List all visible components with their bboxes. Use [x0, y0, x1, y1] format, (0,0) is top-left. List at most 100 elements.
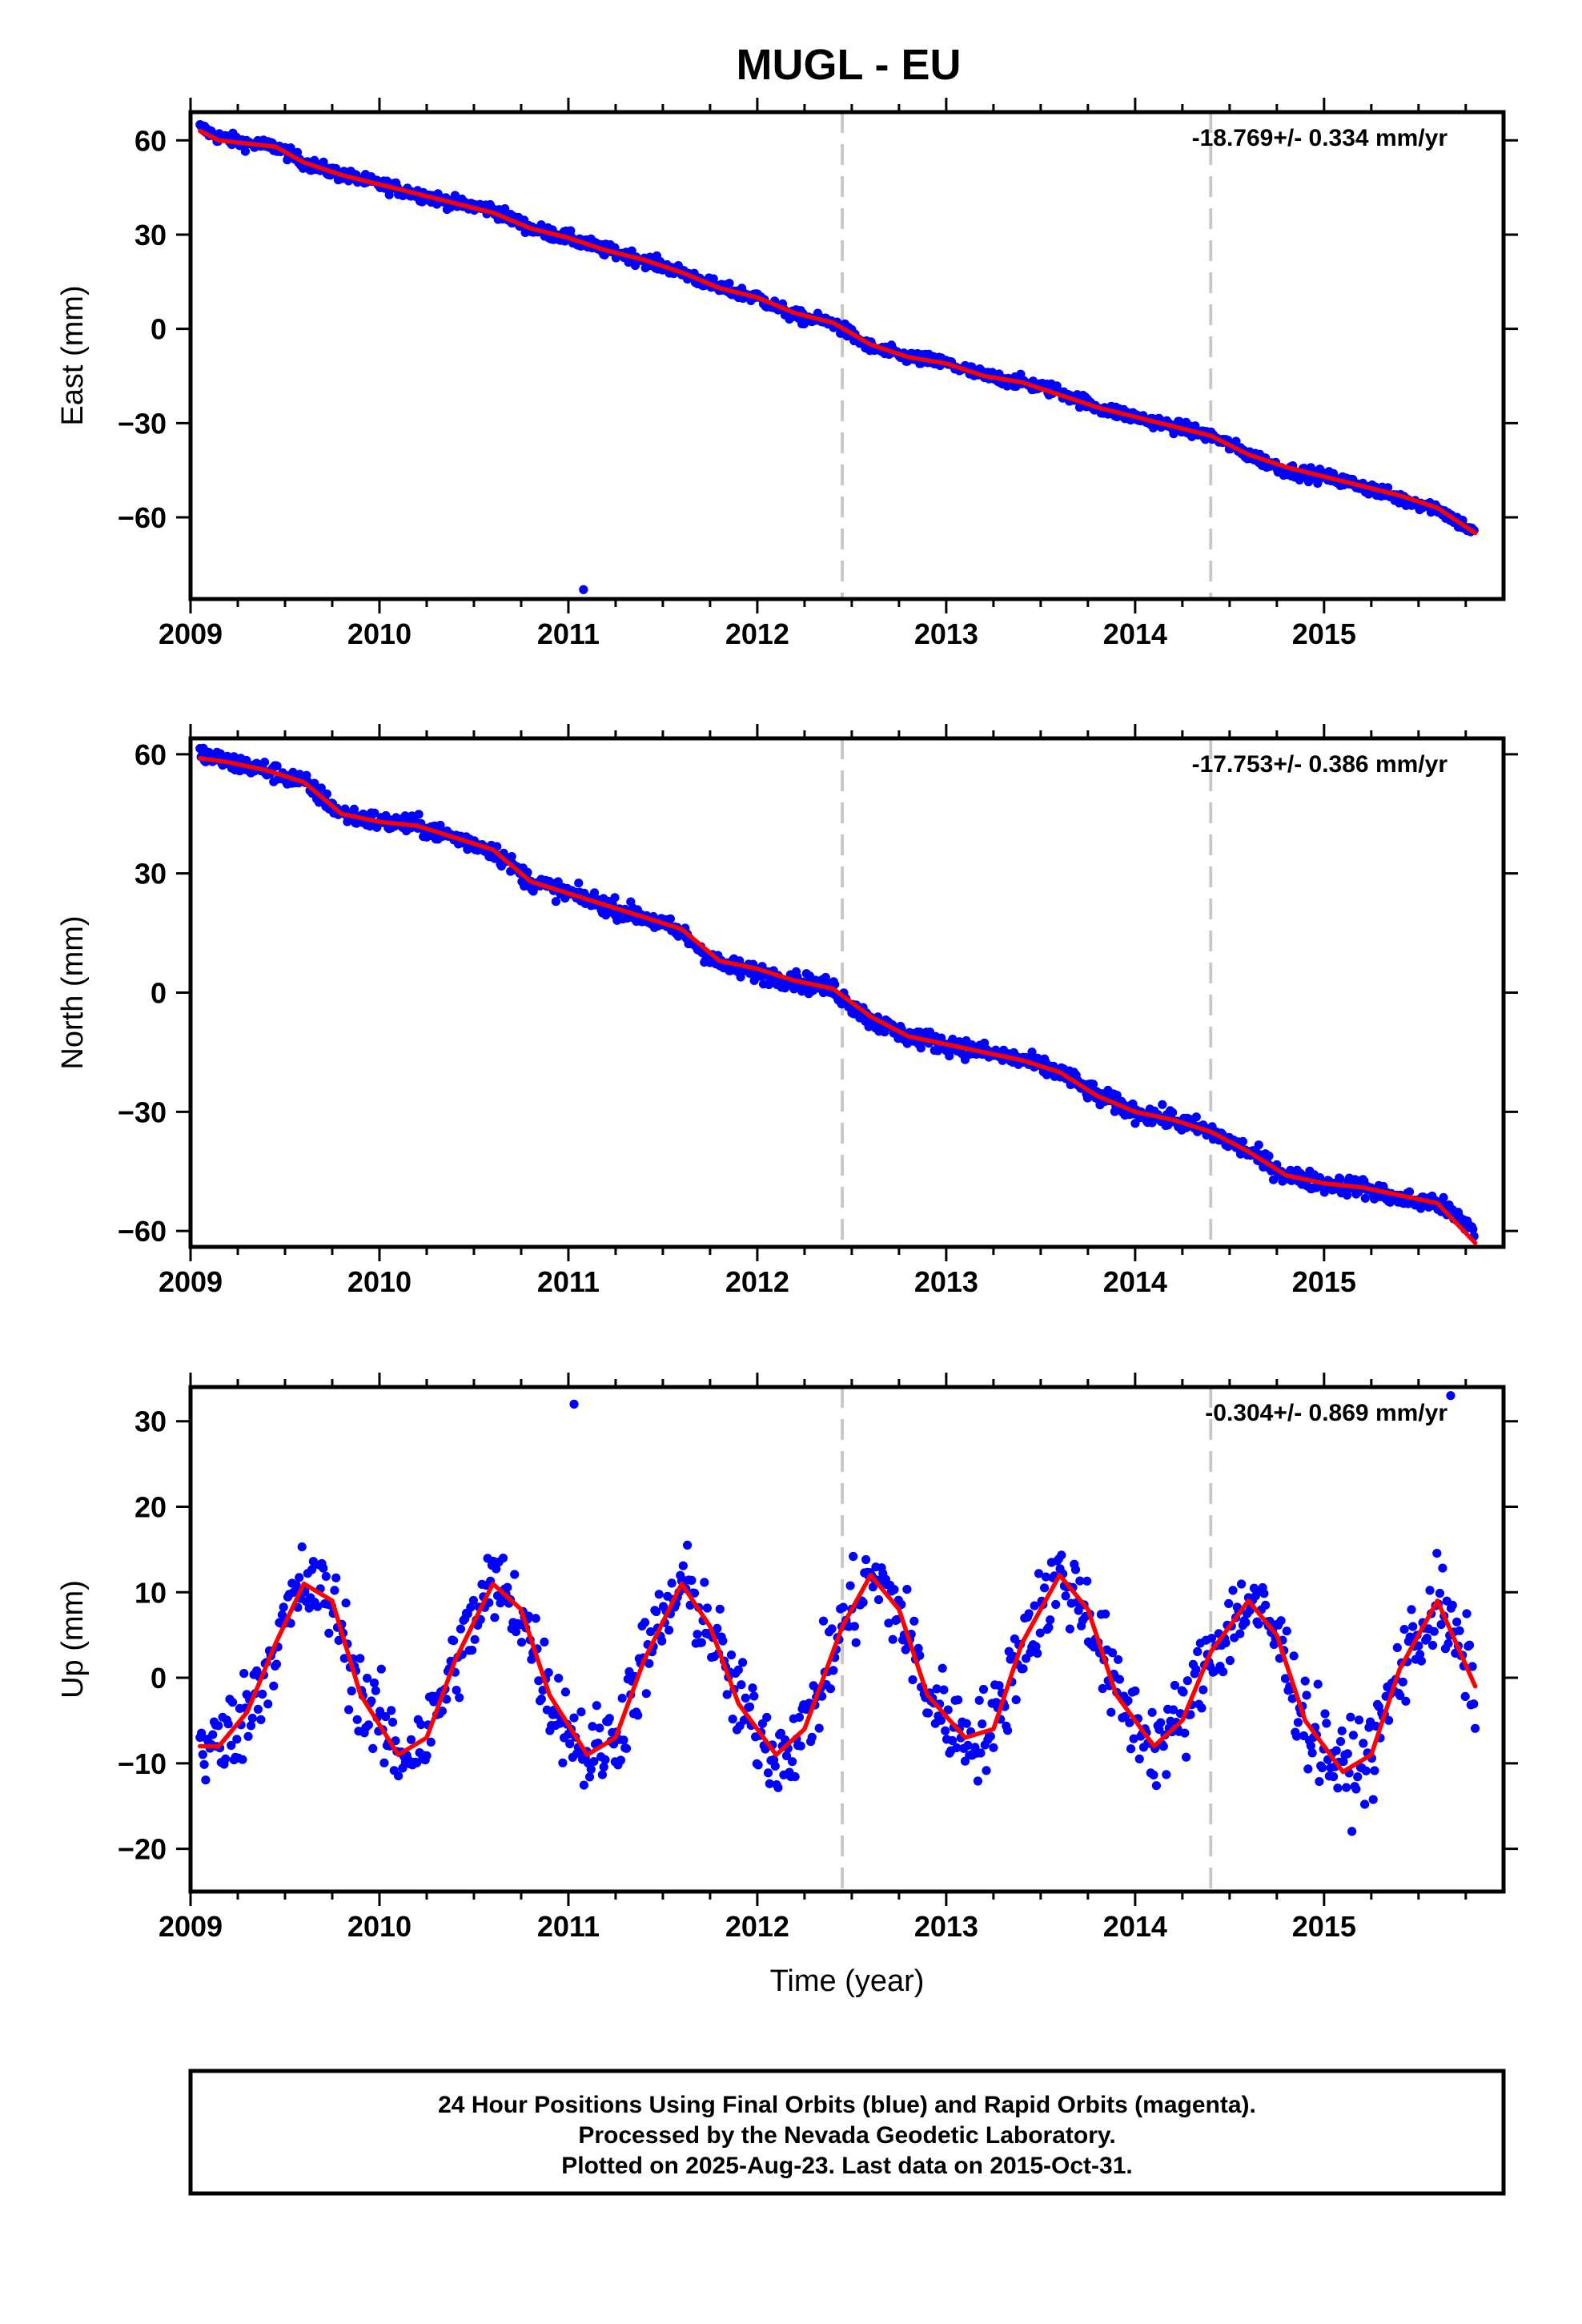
data-point — [1254, 1140, 1263, 1150]
data-point — [889, 1585, 899, 1594]
data-point — [604, 1714, 614, 1723]
data-point — [256, 1715, 266, 1724]
data-point — [978, 1719, 987, 1729]
data-point — [455, 1693, 464, 1703]
data-point — [316, 783, 326, 793]
data-point — [654, 1590, 664, 1599]
data-point — [753, 1760, 763, 1770]
data-point — [1384, 1715, 1394, 1725]
data-point — [258, 1689, 267, 1699]
data-point — [1293, 1718, 1303, 1727]
data-point — [1439, 1192, 1448, 1202]
data-point — [272, 762, 282, 771]
data-point — [551, 897, 561, 907]
data-point — [976, 1748, 986, 1758]
data-point — [641, 1689, 651, 1699]
data-point — [1287, 1694, 1297, 1703]
data-point — [1401, 1696, 1411, 1706]
data-point — [331, 1573, 341, 1582]
data-point — [1074, 1606, 1083, 1615]
data-point — [1264, 1151, 1274, 1161]
data-point — [1468, 1662, 1477, 1671]
data-point — [1280, 1674, 1291, 1683]
x-tick-label: 2013 — [914, 1910, 978, 1943]
data-point — [1392, 1642, 1402, 1652]
data-point — [1353, 1772, 1363, 1782]
data-point — [379, 1758, 389, 1767]
y-tick-label: 0 — [151, 313, 167, 346]
data-point — [1065, 1624, 1074, 1634]
data-point — [726, 1651, 737, 1660]
data-point — [1335, 1174, 1345, 1184]
data-point — [765, 1779, 774, 1788]
data-point — [1228, 1586, 1238, 1595]
data-point — [1101, 1609, 1110, 1618]
data-point — [1193, 1647, 1203, 1656]
data-point — [295, 1573, 304, 1582]
data-point — [781, 1751, 792, 1761]
data-point — [223, 1719, 233, 1729]
data-point — [247, 1713, 257, 1723]
data-point — [1225, 1655, 1235, 1666]
data-point — [589, 888, 600, 898]
data-point — [902, 1585, 912, 1594]
x-tick-label: 2009 — [159, 617, 223, 650]
data-point — [227, 1698, 238, 1707]
data-point — [888, 1634, 897, 1644]
x-tick-label: 2011 — [537, 617, 600, 650]
data-point — [715, 1604, 725, 1614]
data-point — [1464, 1640, 1475, 1650]
panel-up: 2009 2010 2011 2012 2013 2014 20153020100−10−2… — [56, 1373, 1518, 1998]
data-point — [1469, 1699, 1479, 1709]
data-point — [678, 1561, 688, 1570]
data-point — [989, 1743, 998, 1752]
data-point — [1106, 1707, 1116, 1717]
data-point — [436, 820, 445, 830]
data-point — [657, 1636, 667, 1646]
data-point — [683, 1540, 693, 1550]
data-point — [400, 811, 410, 821]
data-point — [569, 1713, 579, 1723]
data-point — [208, 1730, 218, 1739]
data-point — [1427, 1640, 1438, 1651]
data-point — [1156, 1718, 1166, 1727]
data-point — [1168, 1108, 1178, 1117]
data-point — [263, 1699, 273, 1709]
data-point — [943, 1705, 953, 1715]
data-point — [718, 1636, 728, 1646]
data-point — [384, 190, 394, 199]
data-point — [1399, 1625, 1409, 1634]
data-point — [310, 778, 319, 788]
data-point — [271, 1659, 281, 1669]
data-point — [1114, 1675, 1124, 1684]
data-point — [1034, 1569, 1044, 1578]
data-point — [414, 810, 424, 819]
data-point — [492, 1564, 501, 1574]
data-point — [646, 1627, 656, 1637]
data-point — [313, 1602, 323, 1611]
y-tick-label: 0 — [151, 977, 167, 1010]
data-point — [240, 147, 250, 156]
data-point — [978, 1684, 989, 1695]
data-point — [1331, 1746, 1341, 1755]
data-point — [1407, 1605, 1416, 1614]
data-point — [197, 1728, 207, 1738]
data-point — [565, 1739, 575, 1749]
data-point — [1070, 1565, 1081, 1574]
data-point — [576, 1707, 586, 1717]
data-point — [1082, 1576, 1092, 1586]
data-point — [633, 1711, 643, 1720]
data-point — [1471, 1723, 1480, 1733]
data-point — [770, 1761, 780, 1771]
rate-annotation: -0.304+/- 0.869 mm/yr — [1205, 1400, 1447, 1426]
data-point — [884, 1618, 893, 1628]
data-point — [1422, 1634, 1431, 1643]
data-point — [246, 1721, 256, 1731]
y-axis-label: Up (mm) — [56, 1580, 90, 1699]
y-tick-label: 20 — [135, 1490, 167, 1523]
data-point — [1261, 1600, 1271, 1610]
caption-line: 24 Hour Positions Using Final Orbits (bl… — [438, 2092, 1256, 2118]
data-point — [406, 1735, 416, 1744]
data-point — [1041, 1572, 1050, 1582]
data-point — [733, 1665, 743, 1675]
